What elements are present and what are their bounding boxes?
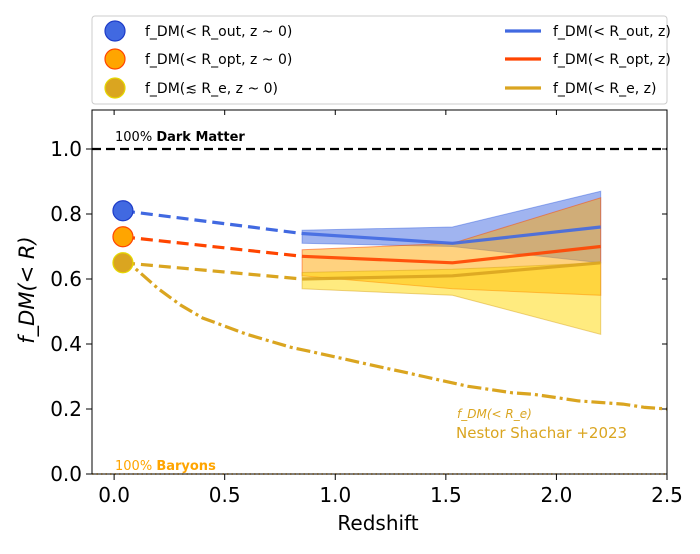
- connector-f-dm-r-opt-z: [122, 235, 303, 258]
- point-f-dm-r-opt-z-0: [112, 226, 134, 248]
- point-f-dm-r-out-z-0: [112, 200, 134, 222]
- line-f-dm-r-out-z: [301, 225, 601, 245]
- legend-marker-f-dm-r-out-z-0: [104, 20, 126, 42]
- legend-label-f-dm-r-out-z-0: f_DM(< R_out, z ~ 0): [145, 24, 292, 40]
- legend-label-f-dm-r-out-z: f_DM(< R_out, z): [553, 24, 671, 40]
- legend-label-f-dm-r-e-z: f_DM(< R_e, z): [553, 81, 656, 97]
- series-lines: [121, 209, 667, 411]
- data-points: [112, 200, 134, 274]
- x-tick-label: 0.0: [98, 483, 130, 507]
- line-f-dm-r-opt-z: [302, 244, 601, 265]
- line-f-dm-r-e-z: [302, 261, 601, 281]
- model-curve-label: f_DM(< R_e): [457, 407, 532, 421]
- legend-label-f-dm-r-e-z-0: f_DM(≲ R_e, z ~ 0): [145, 81, 278, 97]
- y-tick-label: 0.2: [50, 397, 82, 421]
- x-tick-label: 1.5: [430, 483, 462, 507]
- x-tick-label: 0.5: [209, 483, 241, 507]
- y-tick-label: 0.0: [50, 462, 82, 486]
- y-axis-label: f_DM(< R): [15, 236, 40, 343]
- dark-matter-label: 100% Dark Matter: [115, 130, 245, 145]
- legend-box: [91, 15, 668, 105]
- y-tick-label: 0.4: [50, 332, 82, 356]
- plot-frame: [91, 109, 668, 475]
- y-tick-label: 0.8: [50, 202, 82, 226]
- model-curve-line: [121, 255, 667, 411]
- legend-marker-f-dm-r-opt-z-0: [104, 48, 126, 70]
- legend-marker-f-dm-r-e-z-0: [104, 77, 126, 99]
- x-axis-label: Redshift: [337, 511, 418, 535]
- legend: f_DM(< R_out, z ~ 0) f_DM(< R_opt, z ~ 0)…: [91, 15, 671, 105]
- model-curve-reference: Nestor Shachar +2023: [456, 424, 627, 442]
- legend-label-f-dm-r-opt-z-0: f_DM(< R_opt, z ~ 0): [145, 52, 292, 68]
- band-f-dm-r-e-z: [301, 262, 602, 335]
- y-tick-label: 0.6: [50, 267, 82, 291]
- x-tick-label: 2.0: [541, 483, 573, 507]
- axis-ticks: 0.0 0.5 1.0 1.5 2.0 2.5 0.0 0.2 0.4 0.6 0.8 1.0: [50, 110, 683, 507]
- point-f-dm-r-e-z-0: [112, 252, 134, 274]
- x-tick-label: 1.0: [319, 483, 351, 507]
- baryons-label: 100% Baryons: [115, 459, 216, 474]
- connector-f-dm-r-e-z: [122, 261, 303, 281]
- x-tick-label: 2.5: [651, 483, 683, 507]
- y-tick-label: 1.0: [50, 137, 82, 161]
- legend-label-f-dm-r-opt-z: f_DM(< R_opt, z): [553, 52, 671, 68]
- connector-f-dm-r-out-z: [122, 209, 303, 236]
